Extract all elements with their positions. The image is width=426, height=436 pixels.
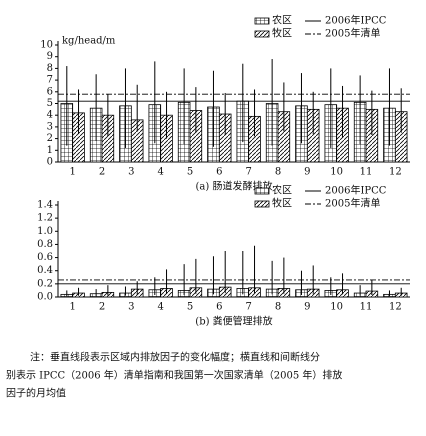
caption: (a) 肠道发酵排放 — [196, 180, 273, 193]
y-tick-label: 0.0 — [37, 292, 53, 303]
x-tick-label: 3 — [128, 167, 134, 178]
y-tick-label: 0.6 — [37, 252, 53, 263]
y-tick-label: 2 — [47, 133, 53, 144]
x-tick-label: 10 — [330, 167, 343, 178]
legend-swatch — [254, 187, 270, 195]
y-tick-label: 5 — [47, 98, 53, 109]
x-tick-label: 3 — [128, 302, 134, 313]
y-tick-label: 1.2 — [37, 213, 53, 224]
legend-label: 牧区 — [272, 27, 292, 40]
x-tick-label: 7 — [245, 167, 251, 178]
caption: (b) 粪便管理排放 — [195, 315, 272, 328]
legend-swatch — [254, 200, 270, 208]
y-tick-label: 0.4 — [37, 265, 53, 276]
y-tick-label: 6 — [47, 86, 53, 97]
x-tick-label: 6 — [216, 302, 222, 313]
legend-label: 牧区 — [272, 197, 292, 210]
note: 别表示 IPCC（2006 年）清单指南和我国第一次国家清单（2005 年）排放 — [6, 369, 342, 382]
x-tick-label: 2 — [99, 167, 105, 178]
y-tick-label: 0.2 — [37, 278, 53, 289]
x-tick-label: 9 — [304, 302, 310, 313]
legend-label: 农区 — [272, 14, 292, 27]
legend-swatch — [254, 30, 270, 38]
y-tick-label: 1.4 — [37, 200, 53, 211]
legend-label: 2006年IPCC — [325, 14, 387, 27]
note: 注：垂直线段表示区域内排放因子的变化幅度；横直线和间断线分 — [30, 351, 320, 364]
y-tick-label: 0 — [47, 157, 53, 168]
legend-label: 2005年清单 — [325, 197, 380, 210]
y-tick-label: 10 — [40, 40, 53, 51]
x-tick-label: 7 — [245, 302, 251, 313]
y-tick-label: 3 — [47, 121, 53, 132]
x-tick-label: 11 — [360, 302, 373, 313]
x-tick-label: 1 — [69, 167, 75, 178]
x-tick-label: 12 — [389, 302, 402, 313]
note: 因子的月均值 — [6, 387, 66, 400]
x-tick-label: 9 — [304, 167, 310, 178]
x-tick-label: 1 — [69, 302, 75, 313]
x-tick-label: 6 — [216, 167, 222, 178]
x-tick-label: 5 — [187, 167, 193, 178]
y-tick-label: 4 — [47, 110, 53, 121]
y-tick-label: 1 — [47, 145, 53, 156]
x-tick-label: 8 — [275, 302, 281, 313]
x-tick-label: 11 — [360, 167, 373, 178]
x-tick-label: 5 — [187, 302, 193, 313]
x-tick-label: 4 — [157, 167, 163, 178]
x-tick-label: 8 — [275, 167, 281, 178]
y-tick-label: 9 — [47, 51, 53, 62]
x-tick-label: 12 — [389, 167, 402, 178]
x-tick-label: 2 — [99, 302, 105, 313]
y-tick-label: 1.0 — [37, 226, 53, 237]
legend-swatch — [254, 17, 270, 25]
x-tick-label: 4 — [157, 302, 163, 313]
legend-label: 2006年IPCC — [325, 184, 387, 197]
y-tick-label: 0.8 — [37, 239, 53, 250]
y-tick-label: 7 — [47, 75, 53, 86]
x-tick-label: 10 — [330, 302, 343, 313]
y-axis-label: kg/head/m — [62, 36, 116, 47]
legend-label: 2005年清单 — [325, 27, 380, 40]
y-tick-label: 8 — [47, 63, 53, 74]
legend-label: 农区 — [272, 184, 292, 197]
